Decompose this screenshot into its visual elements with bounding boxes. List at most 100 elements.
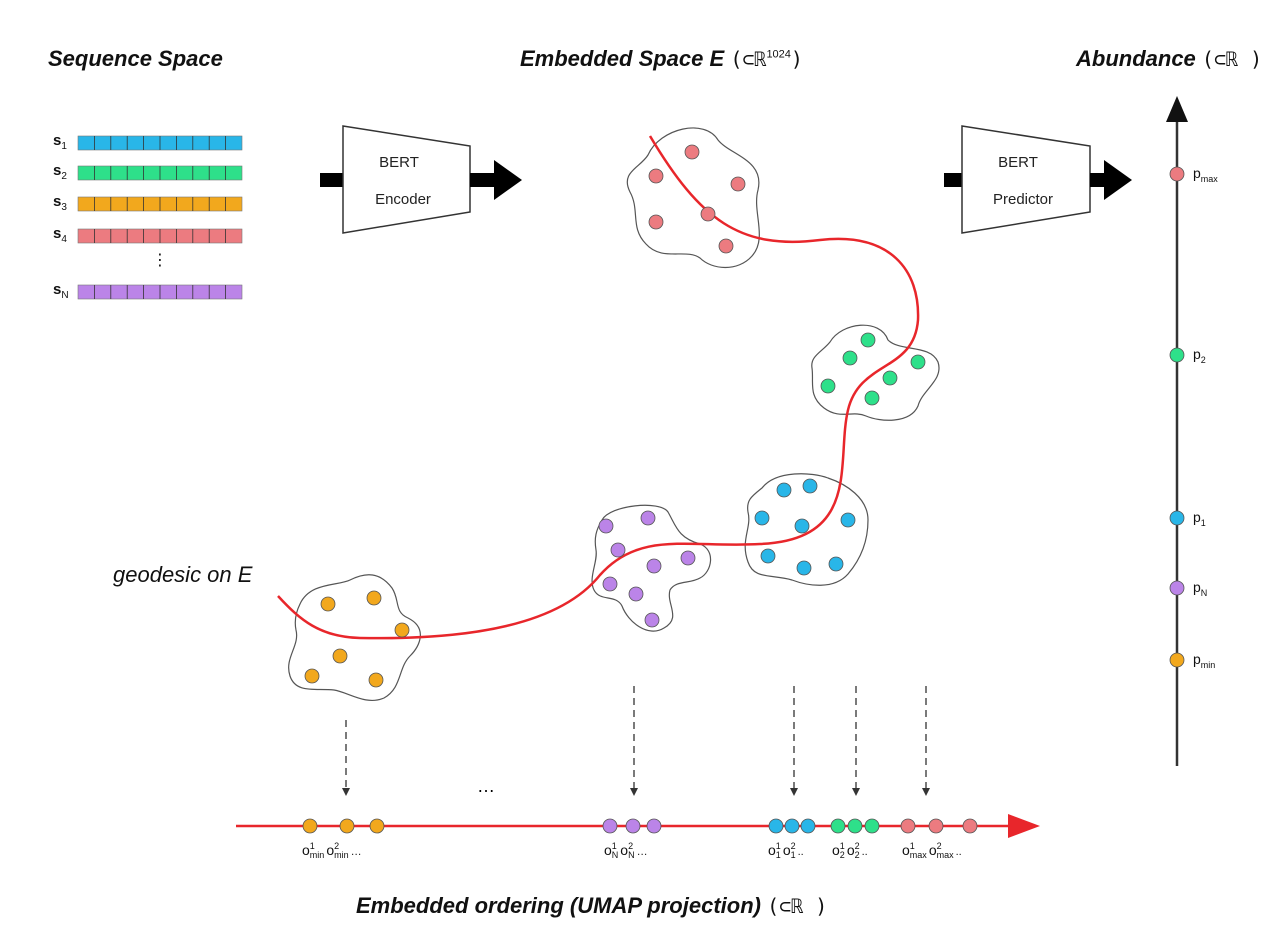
ordering-label-term: o 1 max <box>902 841 927 861</box>
sequence-label-base: s <box>53 132 62 149</box>
geodesic-curve <box>277 135 920 640</box>
predictor-label-2: Predictor <box>993 191 1053 208</box>
cluster-point-purple <box>610 542 626 558</box>
embedded-space-paren-close: ) <box>790 47 803 71</box>
abundance-point-4 <box>1169 580 1185 596</box>
encoder-output-shaft <box>470 173 496 187</box>
cluster-point-green <box>842 350 858 366</box>
cluster-point-red <box>648 214 664 230</box>
ordering-point <box>830 818 846 834</box>
geodesic-label: geodesic on E <box>113 562 253 587</box>
cluster-point-purple <box>646 558 662 574</box>
cluster-point-blue <box>776 482 792 498</box>
ordering-point <box>900 818 916 834</box>
abundance-point-2 <box>1169 347 1185 363</box>
ordering-point <box>602 818 618 834</box>
ordering-ellipsis: … <box>477 776 495 796</box>
ordering-label-1: o 1 min o 2 min… <box>302 842 362 860</box>
sequence-label-base: s <box>53 193 62 210</box>
embedded-space-dim: 1024 <box>766 48 791 61</box>
predictor-label-1: BERT <box>998 154 1038 171</box>
ordering-label-tail: … <box>350 846 362 858</box>
ordering-point <box>339 818 355 834</box>
abundance-label-base: p <box>1193 509 1201 525</box>
title-embedded-space: Embedded Space E (⊂ℝ1024) <box>520 46 803 72</box>
ordering-point <box>646 818 662 834</box>
projection-arrows <box>342 686 930 796</box>
cluster-point-red <box>648 168 664 184</box>
cluster-point-purple <box>680 550 696 566</box>
ordering-point <box>302 818 318 834</box>
cluster-point-green <box>864 390 880 406</box>
abundance-label-sub: max <box>1200 173 1218 184</box>
abundance-label-base: p <box>1193 165 1201 181</box>
sequence-label-sub: 2 <box>61 171 67 182</box>
cluster-point-orange <box>332 648 348 664</box>
sequence-label-sub: 1 <box>61 141 67 152</box>
encoder-label-2: Encoder <box>375 191 431 208</box>
cluster-point-purple <box>640 510 656 526</box>
abundance-label-sub: min <box>1200 659 1216 670</box>
ordering-label-tail: … <box>636 846 648 858</box>
sequence-vertical-ellipsis: ⋮ <box>152 252 168 269</box>
abundance-point-1 <box>1169 166 1185 182</box>
abundance-label-sub: 2 <box>1200 354 1206 365</box>
predictor-input-stub <box>944 173 964 187</box>
sequence-bars <box>77 135 243 300</box>
embedded-space-paren-open: (⊂ℝ <box>730 47 767 71</box>
cluster-point-red <box>730 176 746 192</box>
ordering-point <box>369 818 385 834</box>
cluster-point-blue <box>802 478 818 494</box>
cluster-point-orange <box>368 672 384 688</box>
cluster-point-green <box>820 378 836 394</box>
ordering-label-term: o 2 max <box>928 841 954 861</box>
title-ordering: Embedded ordering (UMAP projection) (⊂ℝ … <box>356 893 827 919</box>
abundance-label-1: pmax <box>1193 165 1218 184</box>
ordering-point <box>625 818 641 834</box>
cluster-point-purple <box>602 576 618 592</box>
abundance-label-4: pN <box>1193 579 1207 598</box>
cluster-point-purple <box>598 518 614 534</box>
sequence-label-sub: 4 <box>61 234 67 245</box>
sequence-label-base: s <box>53 162 62 179</box>
ordering-point <box>864 818 880 834</box>
title-ordering-text: Embedded ordering (UMAP projection) <box>356 893 761 918</box>
abundance-paren: (⊂ℝ ) <box>1201 47 1263 71</box>
title-sequence-space-text: Sequence Space <box>48 46 223 71</box>
cluster-point-blue <box>828 556 844 572</box>
abundance-label-sub: 1 <box>1200 517 1206 528</box>
cluster-point-green <box>910 354 926 370</box>
sequence-label-base: s <box>53 281 62 298</box>
predictor-output-shaft <box>1090 173 1106 187</box>
sequence-label-3: s3 <box>53 193 67 213</box>
abundance-label-sub: N <box>1200 587 1208 598</box>
predictor-trapezoid <box>961 125 1091 234</box>
projection-arrow-head <box>790 788 798 796</box>
predictor-arrow-head <box>1104 160 1132 200</box>
cluster-point-red <box>718 238 734 254</box>
abundance-point-5 <box>1169 652 1185 668</box>
cluster-point-orange <box>320 596 336 612</box>
cluster-point-green <box>882 370 898 386</box>
title-sequence-space: Sequence Space <box>48 46 223 72</box>
projection-arrow-head <box>922 788 930 796</box>
sequence-label-sub: N <box>61 290 69 301</box>
abundance-label-base: p <box>1193 579 1201 595</box>
ordering-point <box>800 818 816 834</box>
cluster-point-orange <box>304 668 320 684</box>
abundance-label-base: p <box>1193 346 1201 362</box>
projection-arrow-head <box>630 788 638 796</box>
ordering-label-tail: .. <box>955 846 962 858</box>
ordering-label-tail: .. <box>861 846 868 858</box>
encoder-arrow-head <box>494 160 522 200</box>
cluster-point-red <box>700 206 716 222</box>
ordering-point <box>784 818 800 834</box>
cluster-point-blue <box>760 548 776 564</box>
abundance-label-2: p2 <box>1193 346 1206 365</box>
cluster-point-blue <box>754 510 770 526</box>
